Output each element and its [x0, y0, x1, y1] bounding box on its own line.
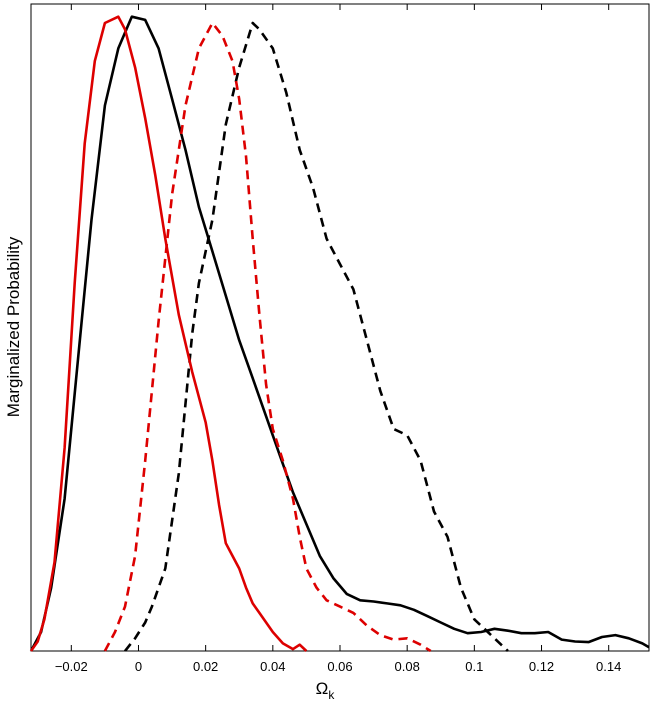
x-tick-label-8: 0.14: [596, 659, 621, 674]
x-tick-label-4: 0.06: [327, 659, 352, 674]
x-tick-label-3: 0.04: [260, 659, 285, 674]
x-tick-label-6: 0.1: [465, 659, 483, 674]
y-axis-label: Marginalized Probability: [4, 236, 23, 417]
x-axis-label: Ωk: [316, 679, 336, 702]
x-tick-label-1: 0: [135, 659, 142, 674]
series-black-solid-line: [29, 15, 650, 652]
plot-frame: [30, 3, 650, 652]
x-tick-label-0: −0.02: [55, 659, 88, 674]
x-ticks: [70, 4, 610, 651]
curves: [29, 15, 650, 653]
series-black-dashed-line: [123, 21, 509, 652]
x-tick-labels: −0.02 0 0.02 0.04 0.06 0.08 0.1 0.12 0.14: [55, 659, 622, 674]
x-tick-label-7: 0.12: [529, 659, 554, 674]
x-tick-label-5: 0.08: [395, 659, 420, 674]
x-tick-label-2: 0.02: [193, 659, 218, 674]
series-red-dashed-line: [103, 21, 432, 653]
series-red-solid-line: [29, 15, 308, 652]
